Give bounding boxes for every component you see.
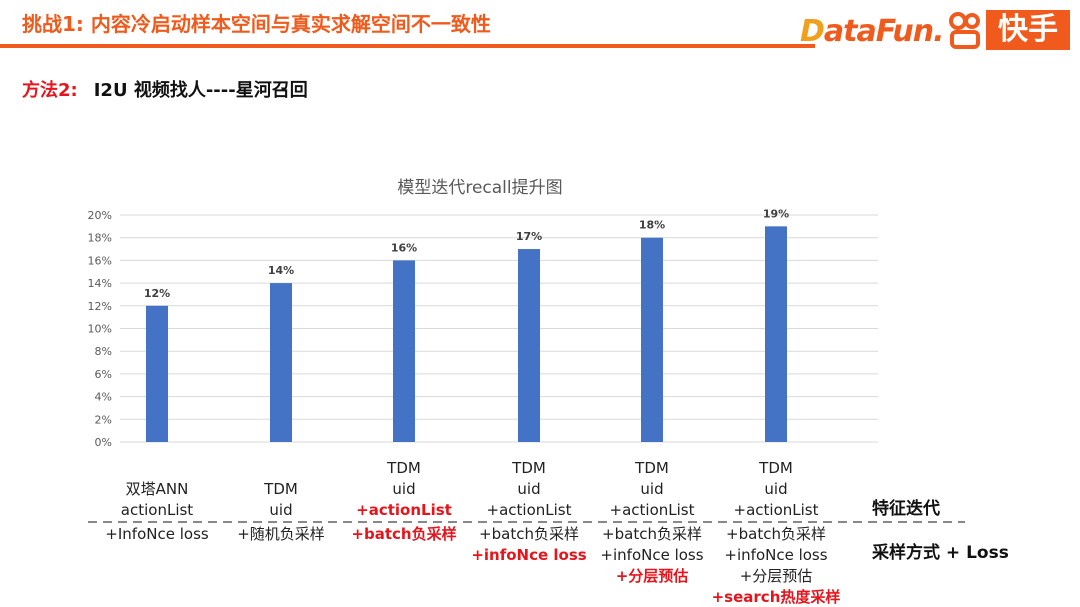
feature-line: uid <box>269 501 293 519</box>
bar <box>393 260 415 442</box>
sampling-line: +分层预估 <box>739 567 813 585</box>
datafun-logo: DataFun. <box>800 14 944 49</box>
data-label: 14% <box>268 264 294 277</box>
feature-line: uid <box>640 480 664 498</box>
feature-label: TDM uid +actionList <box>329 458 479 521</box>
y-tick-label: 12% <box>88 300 112 313</box>
method-label: 方法2: <box>22 80 78 101</box>
feature-label: TDM uid +actionList <box>701 458 851 521</box>
sampling-label: +随机负采样 <box>206 524 356 545</box>
y-tick-label: 18% <box>88 232 112 245</box>
sampling-line: +batch负采样 <box>479 525 579 543</box>
y-tick-label: 0% <box>95 436 112 449</box>
sampling-line: +分层预估 <box>615 567 689 585</box>
method-text: I2U 视频找人----星河召回 <box>93 80 308 101</box>
feature-label: TDM uid +actionList <box>577 458 727 521</box>
feature-row-label: 特征迭代 <box>872 499 940 519</box>
feature-label: 双塔ANN actionList <box>82 479 232 521</box>
data-label: 17% <box>516 230 542 243</box>
feature-line: TDM <box>512 459 546 477</box>
y-tick-label: 2% <box>95 413 112 426</box>
y-tick-label: 4% <box>95 391 112 404</box>
y-tick-label: 10% <box>88 323 112 336</box>
sampling-line: +随机负采样 <box>237 525 325 543</box>
feature-label: TDM uid +actionList <box>454 458 604 521</box>
slide-title: 挑战1: 内容冷启动样本空间与真实求解空间不一致性 <box>22 12 491 36</box>
y-tick-label: 8% <box>95 345 112 358</box>
feature-label: TDM uid <box>206 479 356 521</box>
feature-line: actionList <box>120 501 194 519</box>
feature-line: uid <box>392 480 416 498</box>
sampling-line: +batch负采样 <box>726 525 826 543</box>
feature-line: uid <box>764 480 788 498</box>
sampling-label: +batch负采样 <box>329 524 479 545</box>
sampling-label: +batch负采样 +infoNce loss +分层预估 <box>577 524 727 587</box>
kuaishou-logo: 快手 <box>986 10 1070 50</box>
sampling-label: +batch负采样 +infoNce loss <box>454 524 604 566</box>
kuaishou-logo-icon <box>949 12 980 49</box>
sampling-row-label: 采样方式 + Loss <box>872 543 1009 563</box>
bar <box>270 283 292 442</box>
y-tick-label: 14% <box>88 277 112 290</box>
sampling-line: +search热度采样 <box>711 588 841 606</box>
bar <box>641 237 663 442</box>
feature-line: TDM <box>759 459 793 477</box>
y-tick-label: 6% <box>95 368 112 381</box>
sampling-line: +batch负采样 <box>602 525 702 543</box>
sampling-label: +InfoNce loss <box>82 524 232 545</box>
feature-line: +actionList <box>356 501 452 519</box>
data-label: 18% <box>639 219 665 232</box>
feature-line: TDM <box>264 480 298 498</box>
data-label: 12% <box>144 287 170 300</box>
feature-line: +actionList <box>733 501 819 519</box>
sampling-line: +infoNce loss <box>600 546 704 564</box>
feature-line: uid <box>517 480 541 498</box>
feature-line: +actionList <box>486 501 572 519</box>
data-label: 16% <box>391 241 417 254</box>
data-label: 19% <box>763 207 789 220</box>
sampling-line: +infoNce loss <box>471 546 587 564</box>
subtitle: 方法2: I2U 视频找人----星河召回 <box>22 76 308 102</box>
sampling-label: +batch负采样 +infoNce loss +分层预估 +search热度采样 <box>701 524 851 607</box>
title-divider <box>0 44 815 48</box>
sampling-line: +batch负采样 <box>351 525 457 543</box>
bar <box>518 249 540 442</box>
chart-title: 模型迭代recall提升图 <box>397 178 562 198</box>
y-tick-label: 16% <box>88 254 112 267</box>
bar <box>146 305 168 442</box>
feature-line: 双塔ANN <box>125 480 189 498</box>
feature-line: TDM <box>635 459 669 477</box>
bar <box>765 226 787 442</box>
feature-line: +actionList <box>609 501 695 519</box>
sampling-line: +InfoNce loss <box>105 525 209 543</box>
sampling-line: +infoNce loss <box>724 546 828 564</box>
feature-line: TDM <box>387 459 421 477</box>
y-tick-label: 20% <box>88 209 112 222</box>
